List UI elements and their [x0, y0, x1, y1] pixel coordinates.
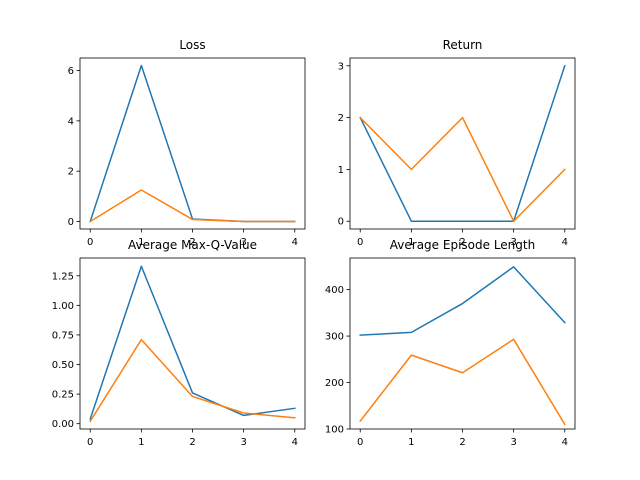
series-line-1 — [89, 265, 296, 420]
subplot-1: 0 1 2 3 4 0 2 4 6 Loss — [68, 38, 306, 248]
x-tick-label: 1 — [408, 437, 414, 448]
y-tick-label: 2 — [338, 113, 344, 124]
series-line-2 — [89, 338, 296, 423]
x-tick-label: 0 — [357, 437, 363, 448]
x-tick-label: 1 — [138, 437, 144, 448]
x-tick-label: 3 — [510, 437, 516, 448]
y-tick-label: 6 — [68, 66, 74, 77]
x-tick-label: 3 — [240, 437, 246, 448]
subplot-3: 0 1 2 3 4 0.00 0.25 0.50 0.75 1.00 1.25 Average Max… — [52, 238, 306, 448]
series-line-2 — [359, 116, 566, 222]
y-tick-label: 400 — [325, 285, 344, 296]
x-tick-label: 3 — [510, 237, 516, 248]
y-tick-label: 2 — [68, 167, 74, 178]
subplot-2: 0 1 2 3 4 0 1 2 3 Return — [338, 38, 576, 248]
y-tick-label: 4 — [68, 116, 74, 127]
y-tick-label: 200 — [325, 378, 344, 389]
x-tick-label: 0 — [357, 237, 363, 248]
x-tick-label: 1 — [138, 237, 144, 248]
x-tick-label: 4 — [292, 437, 298, 448]
subplot-title: Average Max-Q-Value — [128, 238, 257, 252]
series-line-1 — [359, 64, 566, 222]
x-tick-label: 2 — [459, 437, 465, 448]
x-tick-label: 4 — [562, 437, 568, 448]
subplot-title: Loss — [179, 38, 205, 52]
x-tick-label: 2 — [459, 237, 465, 248]
y-tick-label: 0.25 — [52, 390, 74, 401]
x-tick-label: 3 — [240, 237, 246, 248]
x-tick-label: 4 — [562, 237, 568, 248]
x-tick-label: 4 — [292, 237, 298, 248]
series-line-2 — [359, 338, 566, 426]
y-tick-label: 0 — [338, 217, 344, 228]
x-tick-label: 2 — [189, 237, 195, 248]
subplot-title: Return — [443, 38, 483, 52]
y-tick-label: 0.50 — [52, 360, 74, 371]
x-tick-label: 1 — [408, 237, 414, 248]
y-tick-label: 0 — [68, 217, 74, 228]
y-tick-label: 300 — [325, 332, 344, 343]
subplot-4: 0 1 2 3 4 100 200 300 400 Average Episode Length — [325, 238, 576, 448]
subplot-title: Average Episode Length — [390, 238, 535, 252]
y-tick-label: 1 — [338, 165, 344, 176]
series-line-2 — [89, 189, 296, 223]
y-tick-label: 3 — [338, 61, 344, 72]
x-tick-label: 2 — [189, 437, 195, 448]
y-tick-label: 1.00 — [52, 301, 74, 312]
x-tick-label: 0 — [87, 237, 93, 248]
series-line-1 — [359, 266, 566, 336]
y-tick-label: 1.25 — [52, 271, 74, 282]
y-tick-label: 100 — [325, 425, 344, 436]
y-tick-label: 0.00 — [52, 419, 74, 430]
x-tick-label: 0 — [87, 437, 93, 448]
y-tick-label: 0.75 — [52, 330, 74, 341]
